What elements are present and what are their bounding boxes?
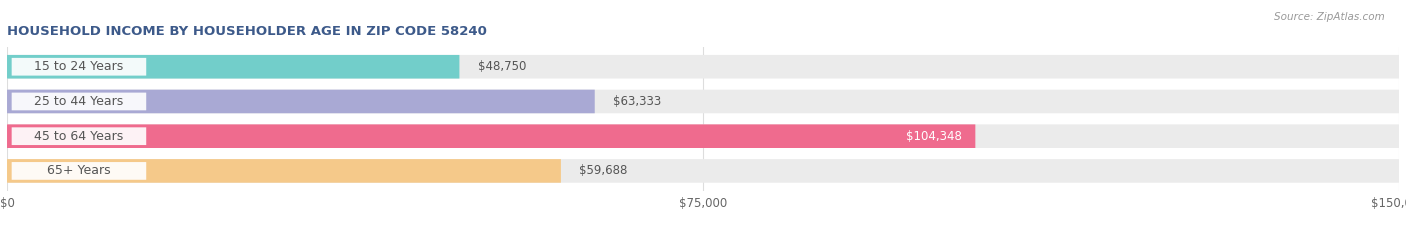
- Text: 45 to 64 Years: 45 to 64 Years: [34, 130, 124, 143]
- FancyBboxPatch shape: [7, 124, 1399, 148]
- FancyBboxPatch shape: [7, 124, 976, 148]
- FancyBboxPatch shape: [11, 127, 146, 145]
- Text: 65+ Years: 65+ Years: [48, 164, 111, 177]
- Text: $48,750: $48,750: [478, 60, 526, 73]
- Text: $104,348: $104,348: [905, 130, 962, 143]
- FancyBboxPatch shape: [7, 90, 1399, 113]
- FancyBboxPatch shape: [7, 159, 561, 183]
- Text: HOUSEHOLD INCOME BY HOUSEHOLDER AGE IN ZIP CODE 58240: HOUSEHOLD INCOME BY HOUSEHOLDER AGE IN Z…: [7, 25, 486, 38]
- Text: Source: ZipAtlas.com: Source: ZipAtlas.com: [1274, 12, 1385, 22]
- Text: 25 to 44 Years: 25 to 44 Years: [34, 95, 124, 108]
- FancyBboxPatch shape: [7, 55, 460, 79]
- FancyBboxPatch shape: [11, 58, 146, 75]
- Text: $63,333: $63,333: [613, 95, 662, 108]
- FancyBboxPatch shape: [7, 55, 1399, 79]
- FancyBboxPatch shape: [11, 93, 146, 110]
- FancyBboxPatch shape: [11, 162, 146, 180]
- FancyBboxPatch shape: [7, 90, 595, 113]
- Text: $59,688: $59,688: [579, 164, 628, 177]
- FancyBboxPatch shape: [7, 159, 1399, 183]
- Text: 15 to 24 Years: 15 to 24 Years: [34, 60, 124, 73]
